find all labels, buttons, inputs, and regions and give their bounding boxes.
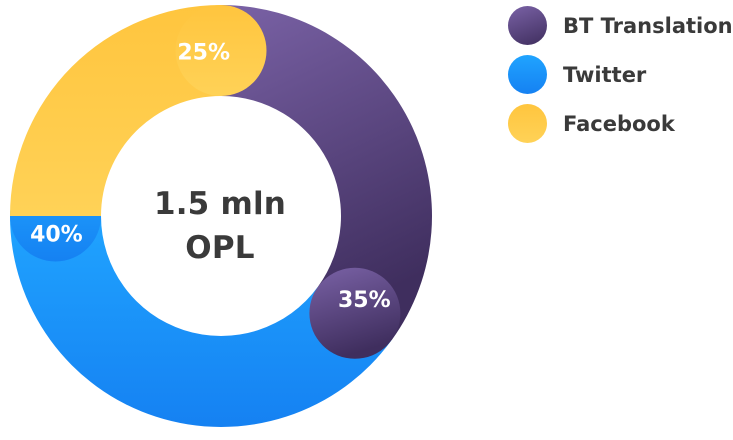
legend-item-bt-translation: BT Translation <box>508 6 733 45</box>
value-label-twitter: 40% <box>30 222 83 247</box>
legend-label-bt-translation: BT Translation <box>563 13 733 38</box>
slice-cap-bt-translation <box>309 267 401 359</box>
slice-bt-translation <box>221 5 432 359</box>
donut-chart: 35% 40% 25% <box>10 5 432 427</box>
legend-dot-facebook <box>508 104 547 143</box>
value-label-facebook: 25% <box>177 40 230 65</box>
legend-dot-twitter <box>508 55 547 94</box>
legend-item-twitter: Twitter <box>508 55 733 94</box>
center-total-value: 1.5 mln <box>153 186 287 222</box>
slice-arc-bt-translation <box>221 5 432 341</box>
value-label-bt-translation: 35% <box>338 288 391 313</box>
slice-facebook <box>10 5 267 216</box>
center-total-unit: OPL <box>185 230 255 266</box>
legend: BT Translation Twitter Facebook <box>508 6 733 153</box>
legend-item-facebook: Facebook <box>508 104 733 143</box>
slice-arc-facebook <box>10 5 221 216</box>
slice-cap-facebook <box>175 5 267 96</box>
legend-dot-bt-translation <box>508 6 547 45</box>
legend-label-facebook: Facebook <box>563 111 675 136</box>
slice-arc-twitter <box>10 216 392 427</box>
legend-label-twitter: Twitter <box>563 62 647 87</box>
